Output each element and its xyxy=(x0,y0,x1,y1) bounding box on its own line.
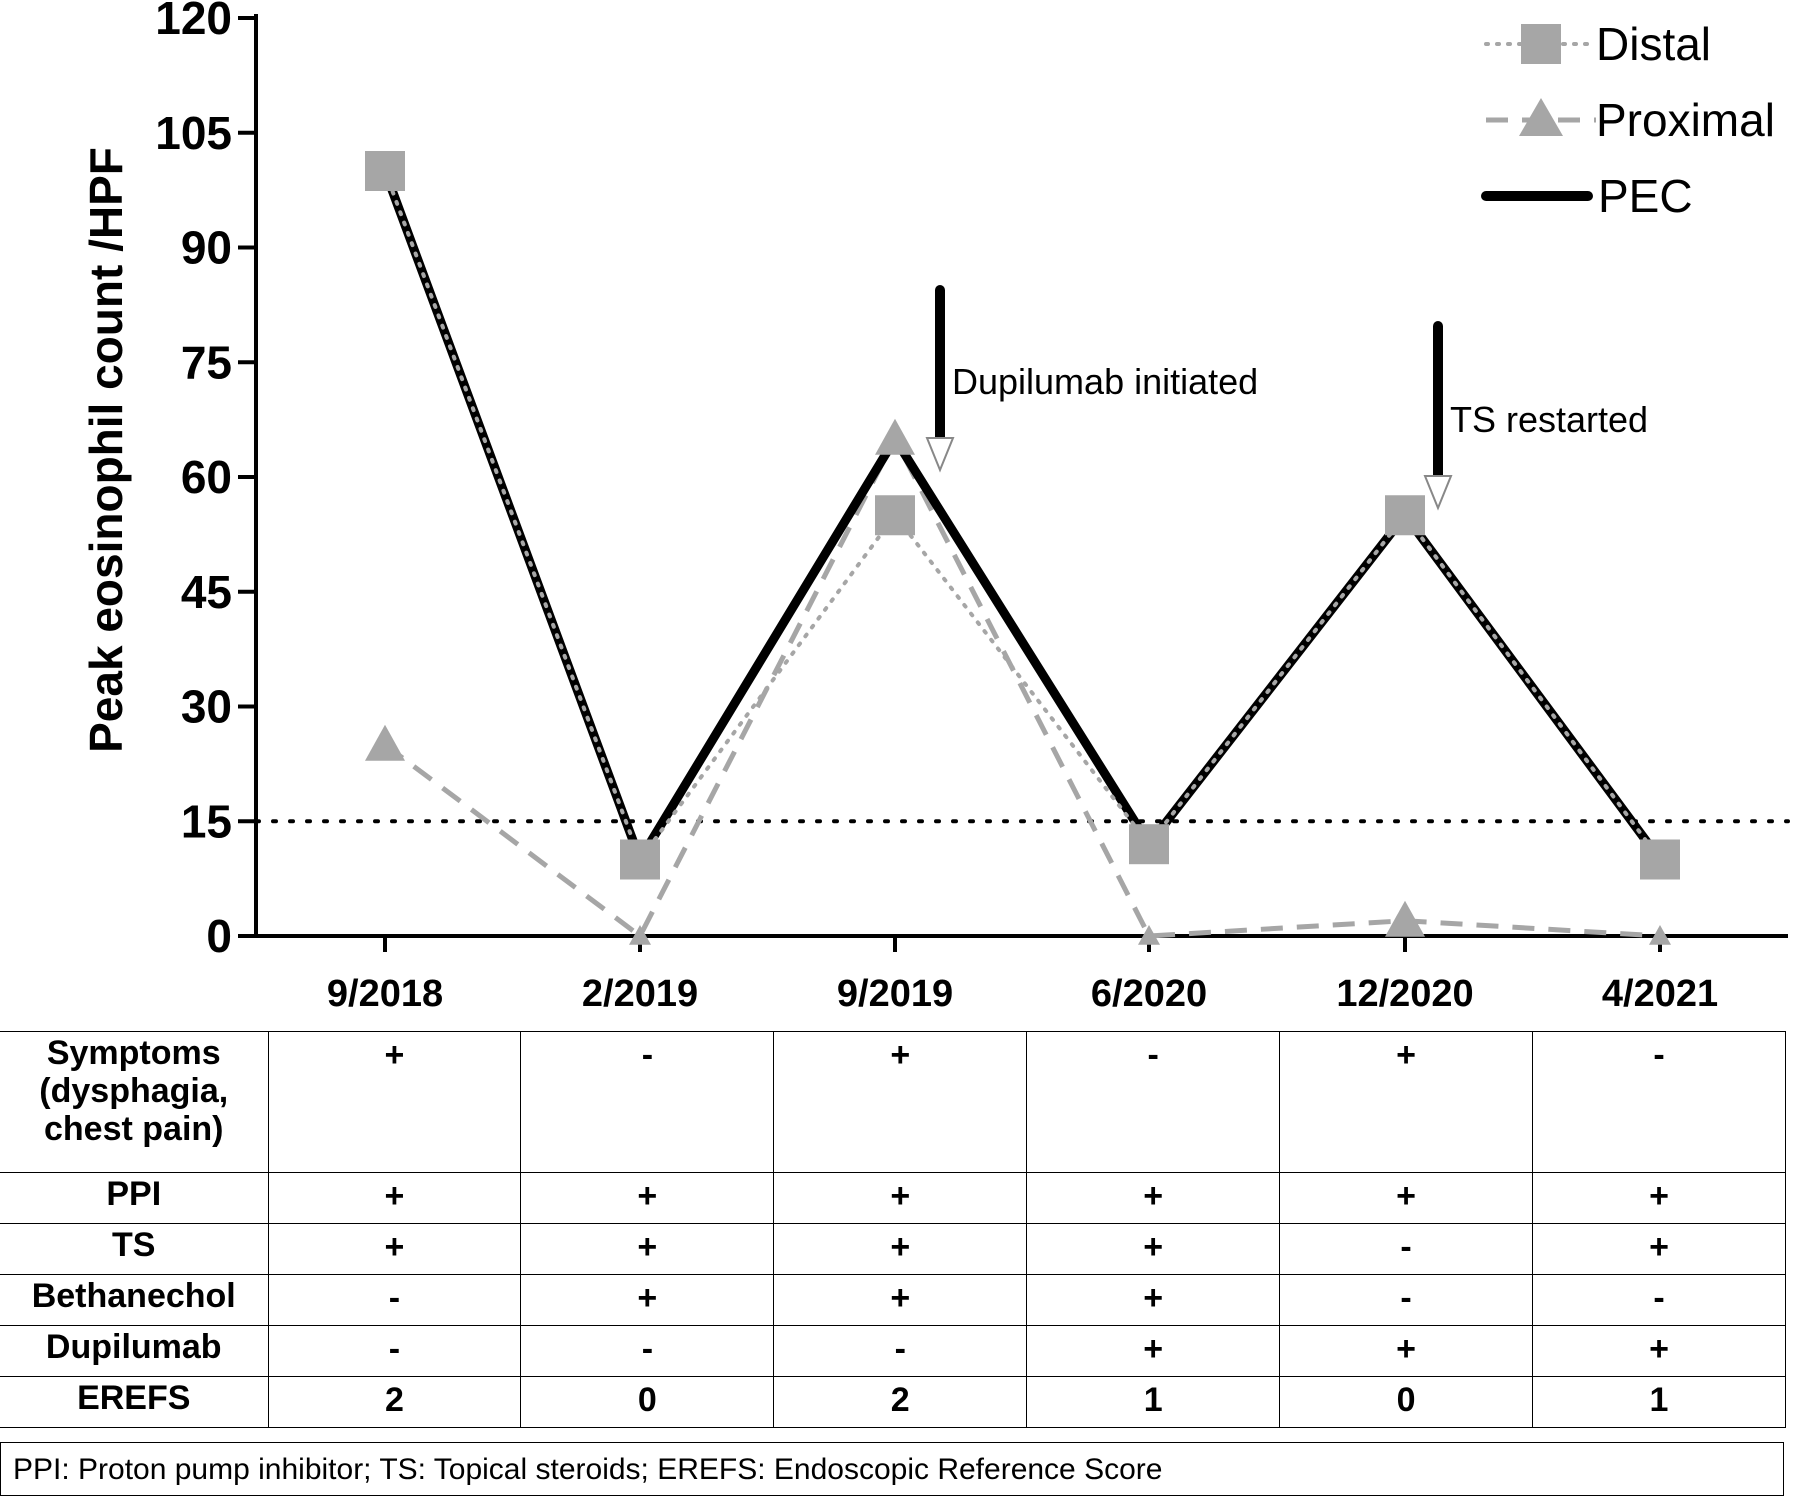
legend: Distal Proximal PEC xyxy=(1481,18,1775,222)
x-tick-label: 4/2021 xyxy=(1602,973,1718,1015)
legend-label-distal: Distal xyxy=(1596,18,1711,70)
table-cell: - xyxy=(1279,1223,1534,1275)
row-label-line: (dysphagia, xyxy=(39,1072,229,1110)
series-line-proximal xyxy=(383,433,1661,940)
row-label: EREFS xyxy=(0,1376,269,1428)
y-tick-label: 30 xyxy=(181,681,232,733)
table-cell: + xyxy=(520,1172,775,1224)
table-cell: - xyxy=(520,1031,775,1173)
row-label-line: Symptoms xyxy=(46,1034,221,1072)
table-cell: 1 xyxy=(1026,1376,1281,1428)
table-cell: + xyxy=(1532,1172,1786,1224)
y-tick-label: 90 xyxy=(181,222,232,274)
legend-marker-proximal xyxy=(1519,98,1563,136)
distal-point xyxy=(1129,824,1169,865)
table-cell: + xyxy=(267,1223,522,1275)
y-tick-label: 0 xyxy=(206,910,232,962)
distal-point xyxy=(1385,495,1425,536)
proximal-point xyxy=(365,724,405,761)
y-tick-label: 75 xyxy=(181,336,232,388)
table-cell: + xyxy=(773,1031,1028,1173)
table-row: TS + + + + - + xyxy=(0,1223,1786,1275)
table-cell: 2 xyxy=(773,1376,1028,1428)
proximal-point xyxy=(875,418,915,455)
legend-marker-distal xyxy=(1521,24,1561,64)
treatment-table: Symptoms (dysphagia, chest pain) + - + - + - PPI +… xyxy=(0,1031,1786,1428)
legend-label-proximal: Proximal xyxy=(1596,94,1775,146)
table-cell: - xyxy=(267,1325,522,1377)
table-cell: + xyxy=(1532,1223,1786,1275)
proximal-point xyxy=(1385,900,1425,937)
plot-area: 0 15 30 45 60 75 90 105 120 9/2018 2/2019 9/2019 6/2… xyxy=(155,0,1790,1015)
eosinophil-chart: 0 15 30 45 60 75 90 105 120 9/2018 2/2019 9/2019 6/2… xyxy=(80,0,1790,1015)
table-cell: + xyxy=(1279,1172,1534,1224)
proximal-point xyxy=(1138,925,1160,945)
table-cell: + xyxy=(1026,1274,1281,1326)
table-row: Symptoms (dysphagia, chest pain) + - + - + - xyxy=(0,1031,1786,1173)
table-cell: 2 xyxy=(267,1376,522,1428)
y-tick-label: 15 xyxy=(181,795,232,847)
table-cell: 1 xyxy=(1532,1376,1786,1428)
annotation-label: TS restarted xyxy=(1450,399,1648,440)
table-cell: + xyxy=(1532,1325,1786,1377)
y-tick-label: 60 xyxy=(181,451,232,503)
series-line-pec xyxy=(380,169,1664,870)
table-cell: + xyxy=(1026,1325,1281,1377)
table-cell: + xyxy=(1279,1325,1534,1377)
footnote: PPI: Proton pump inhibitor; TS: Topical … xyxy=(0,1442,1784,1496)
table-cell: + xyxy=(1026,1172,1281,1224)
table-cell: + xyxy=(267,1031,522,1173)
x-tick-label: 6/2020 xyxy=(1091,973,1207,1015)
table-cell: - xyxy=(267,1274,522,1326)
proximal-point xyxy=(1649,925,1671,945)
table-cell: - xyxy=(1532,1031,1786,1173)
table-cell: + xyxy=(1026,1223,1281,1275)
table-cell: 0 xyxy=(520,1376,775,1428)
table-cell: + xyxy=(267,1172,522,1224)
table-row: Bethanechol - + + + - - xyxy=(0,1274,1786,1326)
proximal-point xyxy=(629,925,651,945)
table-cell: + xyxy=(773,1274,1028,1326)
row-label-line: chest pain) xyxy=(44,1110,224,1148)
series-line-distal xyxy=(383,169,1662,864)
table-row: EREFS 2 0 2 1 0 1 xyxy=(0,1376,1786,1428)
distal-point xyxy=(1640,839,1680,880)
annotation-arrow-head xyxy=(925,437,955,473)
annotation-label: Dupilumab initiated xyxy=(952,361,1258,402)
table-cell: + xyxy=(520,1274,775,1326)
row-label: Bethanechol xyxy=(0,1274,269,1326)
table-cell: - xyxy=(773,1325,1028,1377)
table-cell: - xyxy=(1279,1274,1534,1326)
y-axis-title: Peak eosinophil count /HPF xyxy=(80,147,132,753)
table-cell: - xyxy=(1026,1031,1281,1173)
row-label: Dupilumab xyxy=(0,1325,269,1377)
row-label: Symptoms (dysphagia, chest pain) xyxy=(0,1031,269,1173)
row-label: TS xyxy=(0,1223,269,1275)
table-cell: - xyxy=(1532,1274,1786,1326)
table-cell: + xyxy=(773,1172,1028,1224)
table-row: PPI + + + + + + xyxy=(0,1172,1786,1224)
annotation-arrow-head xyxy=(1423,475,1453,511)
table-row: Dupilumab - - - + + + xyxy=(0,1325,1786,1377)
distal-point xyxy=(365,151,405,191)
y-tick-label: 105 xyxy=(155,107,232,159)
x-tick-label: 9/2019 xyxy=(837,973,953,1015)
row-label: PPI xyxy=(0,1172,269,1224)
distal-point xyxy=(875,495,915,536)
table-cell: - xyxy=(520,1325,775,1377)
table-cell: + xyxy=(773,1223,1028,1275)
table-cell: 0 xyxy=(1279,1376,1534,1428)
distal-point xyxy=(620,839,660,880)
legend-label-pec: PEC xyxy=(1598,170,1693,222)
x-tick-label: 12/2020 xyxy=(1336,973,1473,1015)
table-cell: + xyxy=(520,1223,775,1275)
x-tick-label: 9/2018 xyxy=(327,973,443,1015)
y-tick-label: 120 xyxy=(155,0,232,44)
x-tick-label: 2/2019 xyxy=(582,973,698,1015)
y-tick-label: 45 xyxy=(181,566,232,618)
table-cell: + xyxy=(1279,1031,1534,1173)
